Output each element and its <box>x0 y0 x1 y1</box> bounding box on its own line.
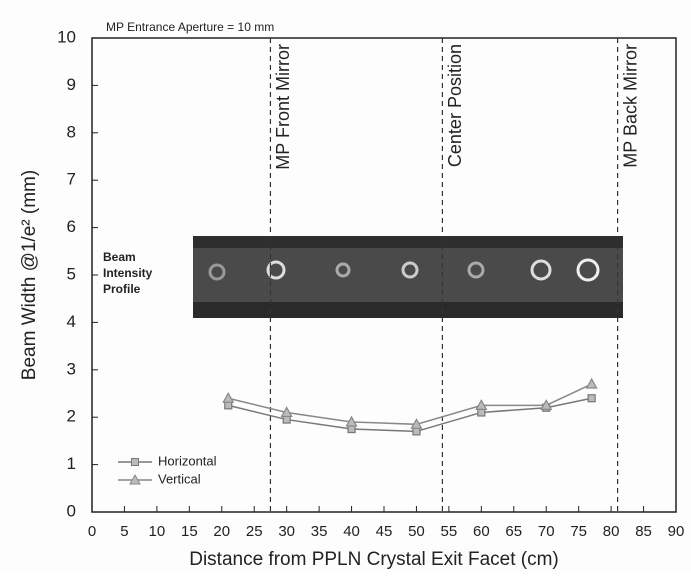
x-tick-label: 10 <box>149 523 166 540</box>
point <box>477 408 486 417</box>
x-tick-label: 45 <box>376 523 393 540</box>
point <box>412 427 421 436</box>
legend-marker <box>129 473 141 485</box>
y-tick-label: 0 <box>67 501 76 520</box>
point <box>587 394 596 403</box>
point <box>475 399 488 410</box>
y-tick-label: 10 <box>57 27 76 46</box>
beam-label: Beam <box>103 250 136 264</box>
point <box>222 392 235 403</box>
y-tick-label: 5 <box>67 264 76 283</box>
point <box>345 415 358 427</box>
x-tick-label: 30 <box>278 523 295 540</box>
legend-label: Horizontal <box>158 453 217 468</box>
y-tick-label: 4 <box>67 312 76 331</box>
y-tick-label: 7 <box>67 170 76 189</box>
beam-label: Profile <box>103 282 141 296</box>
y-tick-label: 1 <box>67 454 76 473</box>
x-tick-label: 55 <box>441 523 458 540</box>
annotation: MP Entrance Aperture = 10 mm <box>106 20 274 34</box>
y-axis-title: Beam Width @1/e² (mm) <box>19 170 40 380</box>
point <box>224 401 233 410</box>
x-tick-label: 35 <box>311 523 328 540</box>
x-tick-label: 90 <box>668 523 685 540</box>
point <box>585 377 598 389</box>
x-tick-label: 70 <box>538 523 555 540</box>
x-tick-label: 80 <box>603 523 620 540</box>
y-tick-label: 9 <box>67 75 76 94</box>
point <box>410 418 423 429</box>
y-tick-label: 8 <box>67 122 76 141</box>
point <box>347 424 356 434</box>
position-label: MP Back Mirror <box>620 44 640 168</box>
x-tick-label: 20 <box>213 523 230 540</box>
position-label: MP Front Mirror <box>273 44 293 170</box>
x-tick-label: 50 <box>408 523 425 540</box>
x-tick-label: 60 <box>473 523 490 540</box>
beam-profile-strip <box>193 236 623 318</box>
x-tick-label: 40 <box>343 523 360 540</box>
y-tick-label: 6 <box>67 217 76 236</box>
x-tick-label: 15 <box>181 523 198 540</box>
y-tick-label: 3 <box>67 359 76 378</box>
legend-label: Vertical <box>158 471 201 486</box>
x-axis-title: Distance from PPLN Crystal Exit Facet (c… <box>189 549 559 570</box>
x-tick-label: 0 <box>88 523 96 540</box>
y-tick-label: 2 <box>67 407 76 426</box>
x-tick-label: 75 <box>570 523 587 540</box>
x-tick-label: 85 <box>635 523 652 540</box>
point <box>282 415 291 424</box>
point <box>280 406 293 418</box>
x-tick-label: 65 <box>505 523 522 540</box>
point <box>540 399 553 410</box>
x-tick-label: 25 <box>246 523 263 540</box>
legend-marker <box>131 458 139 466</box>
x-tick-label: 5 <box>120 523 128 540</box>
position-label: Center Position <box>445 44 465 167</box>
beam-label: Intensity <box>103 266 153 280</box>
